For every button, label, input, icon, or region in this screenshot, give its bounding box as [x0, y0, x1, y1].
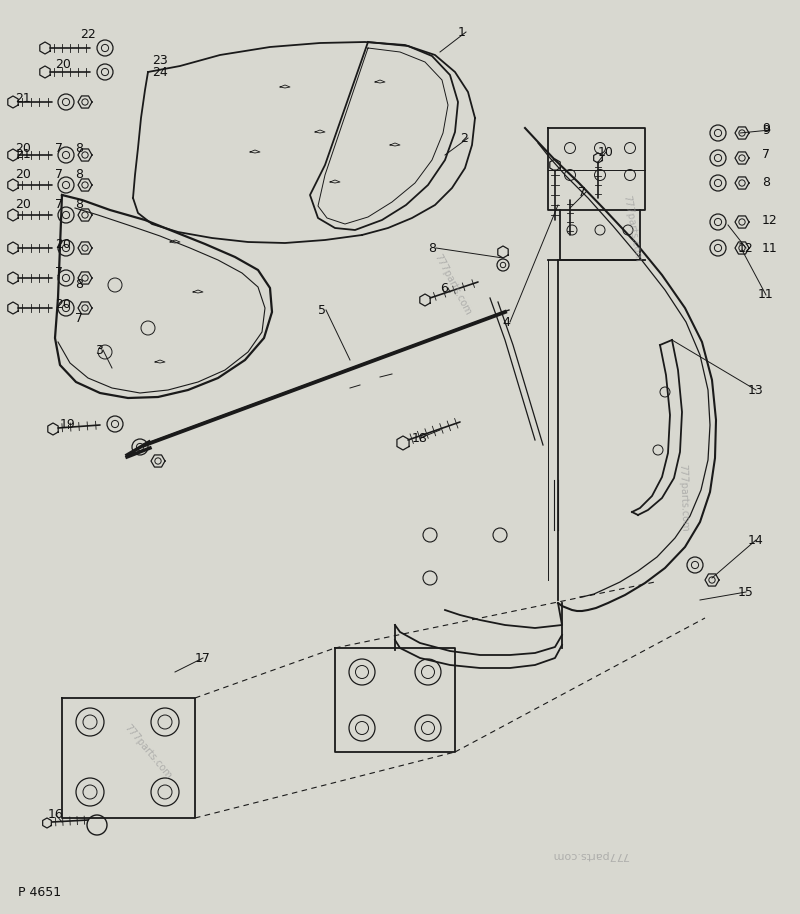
Text: 6: 6: [440, 282, 448, 294]
Text: 7: 7: [762, 148, 770, 162]
Text: 5: 5: [318, 303, 326, 316]
Text: 777parts.com: 777parts.com: [621, 194, 643, 262]
Text: 20: 20: [15, 168, 31, 182]
Text: 12: 12: [738, 241, 754, 254]
Text: 8: 8: [75, 168, 83, 182]
Text: 12: 12: [762, 214, 778, 227]
Text: 14: 14: [748, 534, 764, 547]
Text: 777parts.com: 777parts.com: [122, 723, 174, 781]
Text: 7: 7: [55, 198, 63, 211]
Text: 10: 10: [598, 145, 614, 158]
Text: 4: 4: [502, 315, 510, 328]
Text: 2: 2: [460, 132, 468, 144]
Text: 20: 20: [15, 198, 31, 211]
Text: 7: 7: [75, 312, 83, 324]
Text: 8: 8: [75, 142, 83, 154]
Text: P 4651: P 4651: [18, 886, 61, 898]
Text: 13: 13: [748, 384, 764, 397]
Text: 9: 9: [762, 122, 770, 134]
Text: 3: 3: [95, 344, 103, 356]
Text: 24: 24: [152, 67, 168, 80]
Text: 20: 20: [55, 239, 71, 251]
Text: 11: 11: [762, 241, 778, 254]
Text: 11: 11: [758, 289, 774, 302]
Text: 18: 18: [412, 431, 428, 444]
Text: 21: 21: [15, 91, 30, 104]
Text: 7: 7: [55, 168, 63, 182]
Text: 17: 17: [195, 652, 211, 664]
Text: 20: 20: [15, 142, 31, 154]
Text: 19: 19: [60, 419, 76, 431]
Text: 8: 8: [75, 279, 83, 292]
Text: 777parts.com: 777parts.com: [677, 464, 689, 532]
Text: 777parts.com: 777parts.com: [433, 253, 474, 317]
Text: 9: 9: [762, 123, 770, 136]
Text: 7: 7: [578, 186, 586, 198]
Text: 16: 16: [48, 809, 64, 822]
Text: 8: 8: [75, 198, 83, 211]
Text: 777parts.com: 777parts.com: [551, 850, 629, 860]
Text: 20: 20: [55, 299, 71, 312]
Text: 1: 1: [458, 26, 466, 38]
Text: 22: 22: [80, 28, 96, 41]
Text: 15: 15: [738, 586, 754, 599]
Text: 8: 8: [428, 241, 436, 254]
Text: 21: 21: [15, 148, 30, 162]
Text: 20: 20: [55, 58, 71, 71]
Text: 7: 7: [55, 142, 63, 154]
Text: 8: 8: [762, 175, 770, 188]
Text: 23: 23: [152, 54, 168, 67]
Text: 7: 7: [55, 265, 63, 279]
